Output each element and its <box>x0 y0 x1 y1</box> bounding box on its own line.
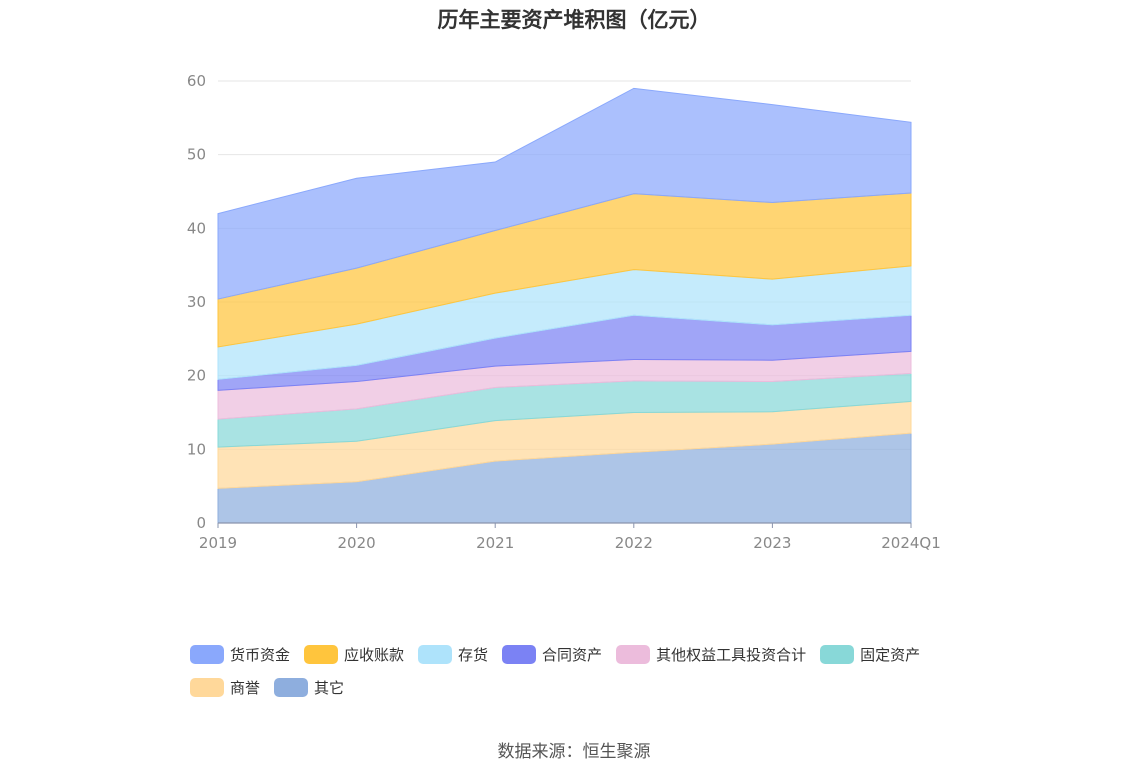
chart-plot: 0 10 20 30 40 50 60 2019 2020 2021 2022 2023 2024Q1 <box>187 72 941 552</box>
legend-label: 商誉 <box>230 679 261 697</box>
y-tick-label: 20 <box>187 367 206 385</box>
legend-swatch <box>418 645 453 664</box>
x-tick-label: 2020 <box>338 534 376 552</box>
legend-swatch <box>190 645 224 664</box>
x-axis <box>217 522 912 528</box>
legend-swatch <box>190 678 224 697</box>
legend-item[interactable]: 商誉 <box>190 677 260 698</box>
legend-row: 商誉 其它 <box>190 671 990 704</box>
legend-label: 固定资产 <box>860 646 921 664</box>
area-series-货币资金[interactable] <box>217 87 912 300</box>
legend-label: 应收账款 <box>344 646 405 664</box>
y-tick-label: 40 <box>187 219 206 237</box>
legend-label: 合同资产 <box>542 646 603 664</box>
y-tick-label: 30 <box>187 293 206 311</box>
legend-row: 货币资金 应收账款 存货 合同资产 其他权益工具投资合计 固定资产 <box>190 638 990 671</box>
data-source: 数据来源：恒生聚源 <box>497 742 651 762</box>
legend-swatch <box>820 645 855 664</box>
area-series-layer <box>217 87 912 524</box>
x-tick-label: 2024Q1 <box>881 534 941 552</box>
y-axis-ticks: 0 10 20 30 40 50 60 <box>187 72 206 532</box>
y-tick-label: 0 <box>196 514 206 532</box>
legend-label: 其他权益工具投资合计 <box>656 646 807 664</box>
legend-item[interactable]: 其它 <box>274 677 344 698</box>
legend-swatch <box>502 645 537 664</box>
x-tick-label: 2021 <box>476 534 514 552</box>
x-tick-label: 2023 <box>753 534 791 552</box>
legend-label: 其它 <box>314 679 345 697</box>
legend-item[interactable]: 其他权益工具投资合计 <box>616 644 806 665</box>
legend-swatch <box>616 645 651 664</box>
legend-swatch <box>304 645 339 664</box>
legend-item[interactable]: 货币资金 <box>190 644 290 665</box>
y-tick-label: 50 <box>187 146 206 164</box>
legend-label: 存货 <box>458 646 489 664</box>
legend-item[interactable]: 应收账款 <box>304 644 404 665</box>
x-axis-ticks: 2019 2020 2021 2022 2023 2024Q1 <box>199 534 941 552</box>
y-tick-label: 10 <box>187 440 206 458</box>
x-tick-label: 2022 <box>615 534 653 552</box>
legend-swatch <box>274 678 309 697</box>
x-tick-label: 2019 <box>199 534 237 552</box>
y-tick-label: 60 <box>187 72 206 90</box>
legend-label: 货币资金 <box>230 646 291 664</box>
legend-item[interactable]: 存货 <box>418 644 488 665</box>
legend: 货币资金 应收账款 存货 合同资产 其他权益工具投资合计 固定资产商誉 其它 <box>190 638 990 704</box>
legend-item[interactable]: 合同资产 <box>502 644 602 665</box>
chart-title: 历年主要资产堆积图（亿元） <box>437 8 711 32</box>
legend-item[interactable]: 固定资产 <box>820 644 920 665</box>
